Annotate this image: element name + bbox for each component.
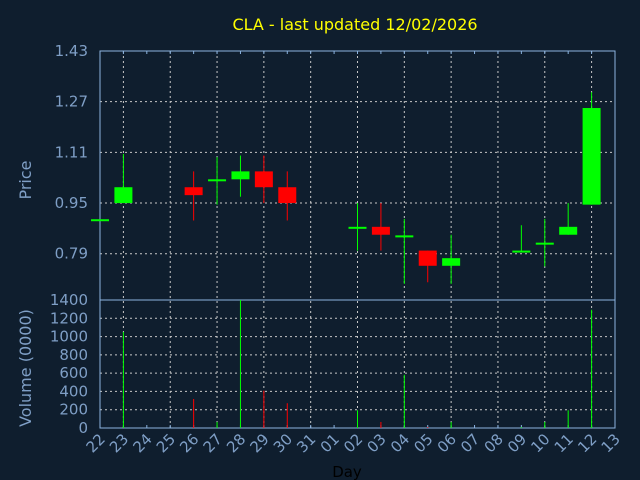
x-tick-label: 06 [434,430,460,456]
candle-body [348,226,367,229]
chart-title: CLA - last updated 12/02/2026 [232,15,477,34]
x-tick-label: 13 [598,430,624,456]
candle-body [535,242,554,245]
x-tick-label: 08 [481,430,507,456]
x-tick-label: 07 [457,430,483,456]
x-tick-label: 31 [293,430,319,456]
price-tick-label: 0.95 [55,194,88,212]
candle-body [278,187,297,204]
candle-body [418,250,437,266]
candle-body [395,235,414,238]
x-tick-label: 24 [129,430,155,456]
x-tick-label: 25 [153,430,179,456]
x-tick-label: 03 [364,430,390,456]
volume-panel-frame [99,299,616,429]
candle-body [208,179,227,182]
x-axis-label: Day [332,463,362,480]
x-tick-label: 28 [223,430,249,456]
volume-tick-label: 600 [59,364,88,382]
x-tick-label: 01 [317,430,343,456]
x-tick-label: 02 [340,430,366,456]
candle-body [91,219,109,222]
price-tick-label: 1.11 [55,143,88,161]
candle-body [512,250,531,253]
candle-body [442,258,461,266]
x-tick-label: 11 [551,430,577,456]
x-tick-label: 30 [270,430,296,456]
x-tick-label: 27 [200,430,226,456]
price-tick-label: 0.79 [55,245,88,263]
price-tick-label: 1.43 [55,42,88,60]
price-axis-label: Price [16,160,35,199]
volume-tick-label: 800 [59,346,88,364]
x-tick-label: 12 [574,430,600,456]
volume-tick-label: 0 [78,419,88,437]
candle-body [254,171,273,188]
candle-body [371,226,390,235]
x-tick-label: 26 [176,430,202,456]
candle-body [114,187,133,204]
candle-body [559,226,578,235]
candle-body [231,171,250,180]
candle-body [582,108,601,205]
volume-axis-label: Volume (0000) [16,309,35,427]
volume-tick-label: 1400 [50,291,88,309]
x-tick-label: 05 [410,430,436,456]
x-tick-label: 29 [246,430,272,456]
volume-tick-label: 1000 [50,328,88,346]
candle-body [184,187,203,196]
volume-tick-label: 200 [59,401,88,419]
x-tick-label: 04 [387,430,413,456]
volume-tick-label: 1200 [50,309,88,327]
price-tick-label: 1.27 [55,93,88,111]
volume-tick-label: 400 [59,382,88,400]
x-tick-label: 23 [106,430,132,456]
x-tick-label: 10 [527,430,553,456]
x-tick-label: 09 [504,430,530,456]
